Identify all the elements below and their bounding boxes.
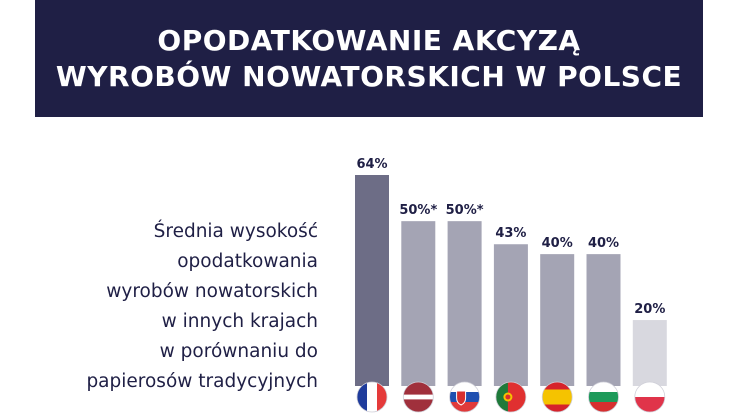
description-line: w porównaniu do	[159, 341, 318, 362]
title-banner: OPODATKOWANIE AKCYZĄ WYROBÓW NOWATORSKIC…	[35, 0, 703, 117]
bar-portugal	[493, 244, 528, 386]
bar-value-label: 20%	[634, 302, 665, 317]
description-line: papierosów tradycyjnych	[86, 371, 318, 392]
flag-outline	[449, 381, 481, 413]
flag-outline	[541, 381, 573, 413]
title-line-2: WYROBÓW NOWATORSKICH W POLSCE	[55, 59, 683, 93]
bar-bulgaria	[586, 254, 621, 386]
bar-spain	[540, 254, 575, 386]
bar-value-label: 64%	[356, 157, 387, 172]
flag-bulgaria-icon	[588, 382, 619, 412]
bar-value-label: 40%	[542, 236, 573, 251]
bar-value-label: 50%*	[399, 203, 437, 218]
flag-spain-icon	[542, 382, 573, 412]
bar-value-label: 43%	[495, 226, 526, 241]
bar-latvia	[401, 221, 436, 386]
bar-value-label: 50%*	[446, 203, 484, 218]
flag-latvia-icon	[403, 382, 434, 412]
flag-outline	[356, 381, 388, 413]
flag-portugal-icon	[495, 382, 526, 412]
flag-outline	[495, 381, 527, 413]
flag-slovakia-icon	[449, 382, 480, 412]
flag-outline	[588, 381, 619, 413]
description-line: wyrobów nowatorskich	[106, 281, 318, 302]
description-line: w innych krajach	[161, 311, 318, 332]
description-line: opodatkowania	[177, 251, 318, 272]
description-line: Średnia wysokość	[153, 221, 318, 242]
flag-outline	[634, 381, 666, 413]
chart-description: Średnia wysokość opodatkowania wyrobów n…	[40, 217, 318, 397]
bar-poland	[632, 320, 667, 386]
flag-outline	[402, 381, 434, 413]
bar-value-label: 40%	[588, 236, 619, 251]
flag-poland-icon	[634, 382, 665, 412]
bar-slovakia	[447, 221, 482, 386]
bar-france	[355, 175, 389, 386]
title-line-1: OPODATKOWANIE AKCYZĄ	[157, 23, 581, 57]
flag-france-icon	[357, 382, 387, 412]
